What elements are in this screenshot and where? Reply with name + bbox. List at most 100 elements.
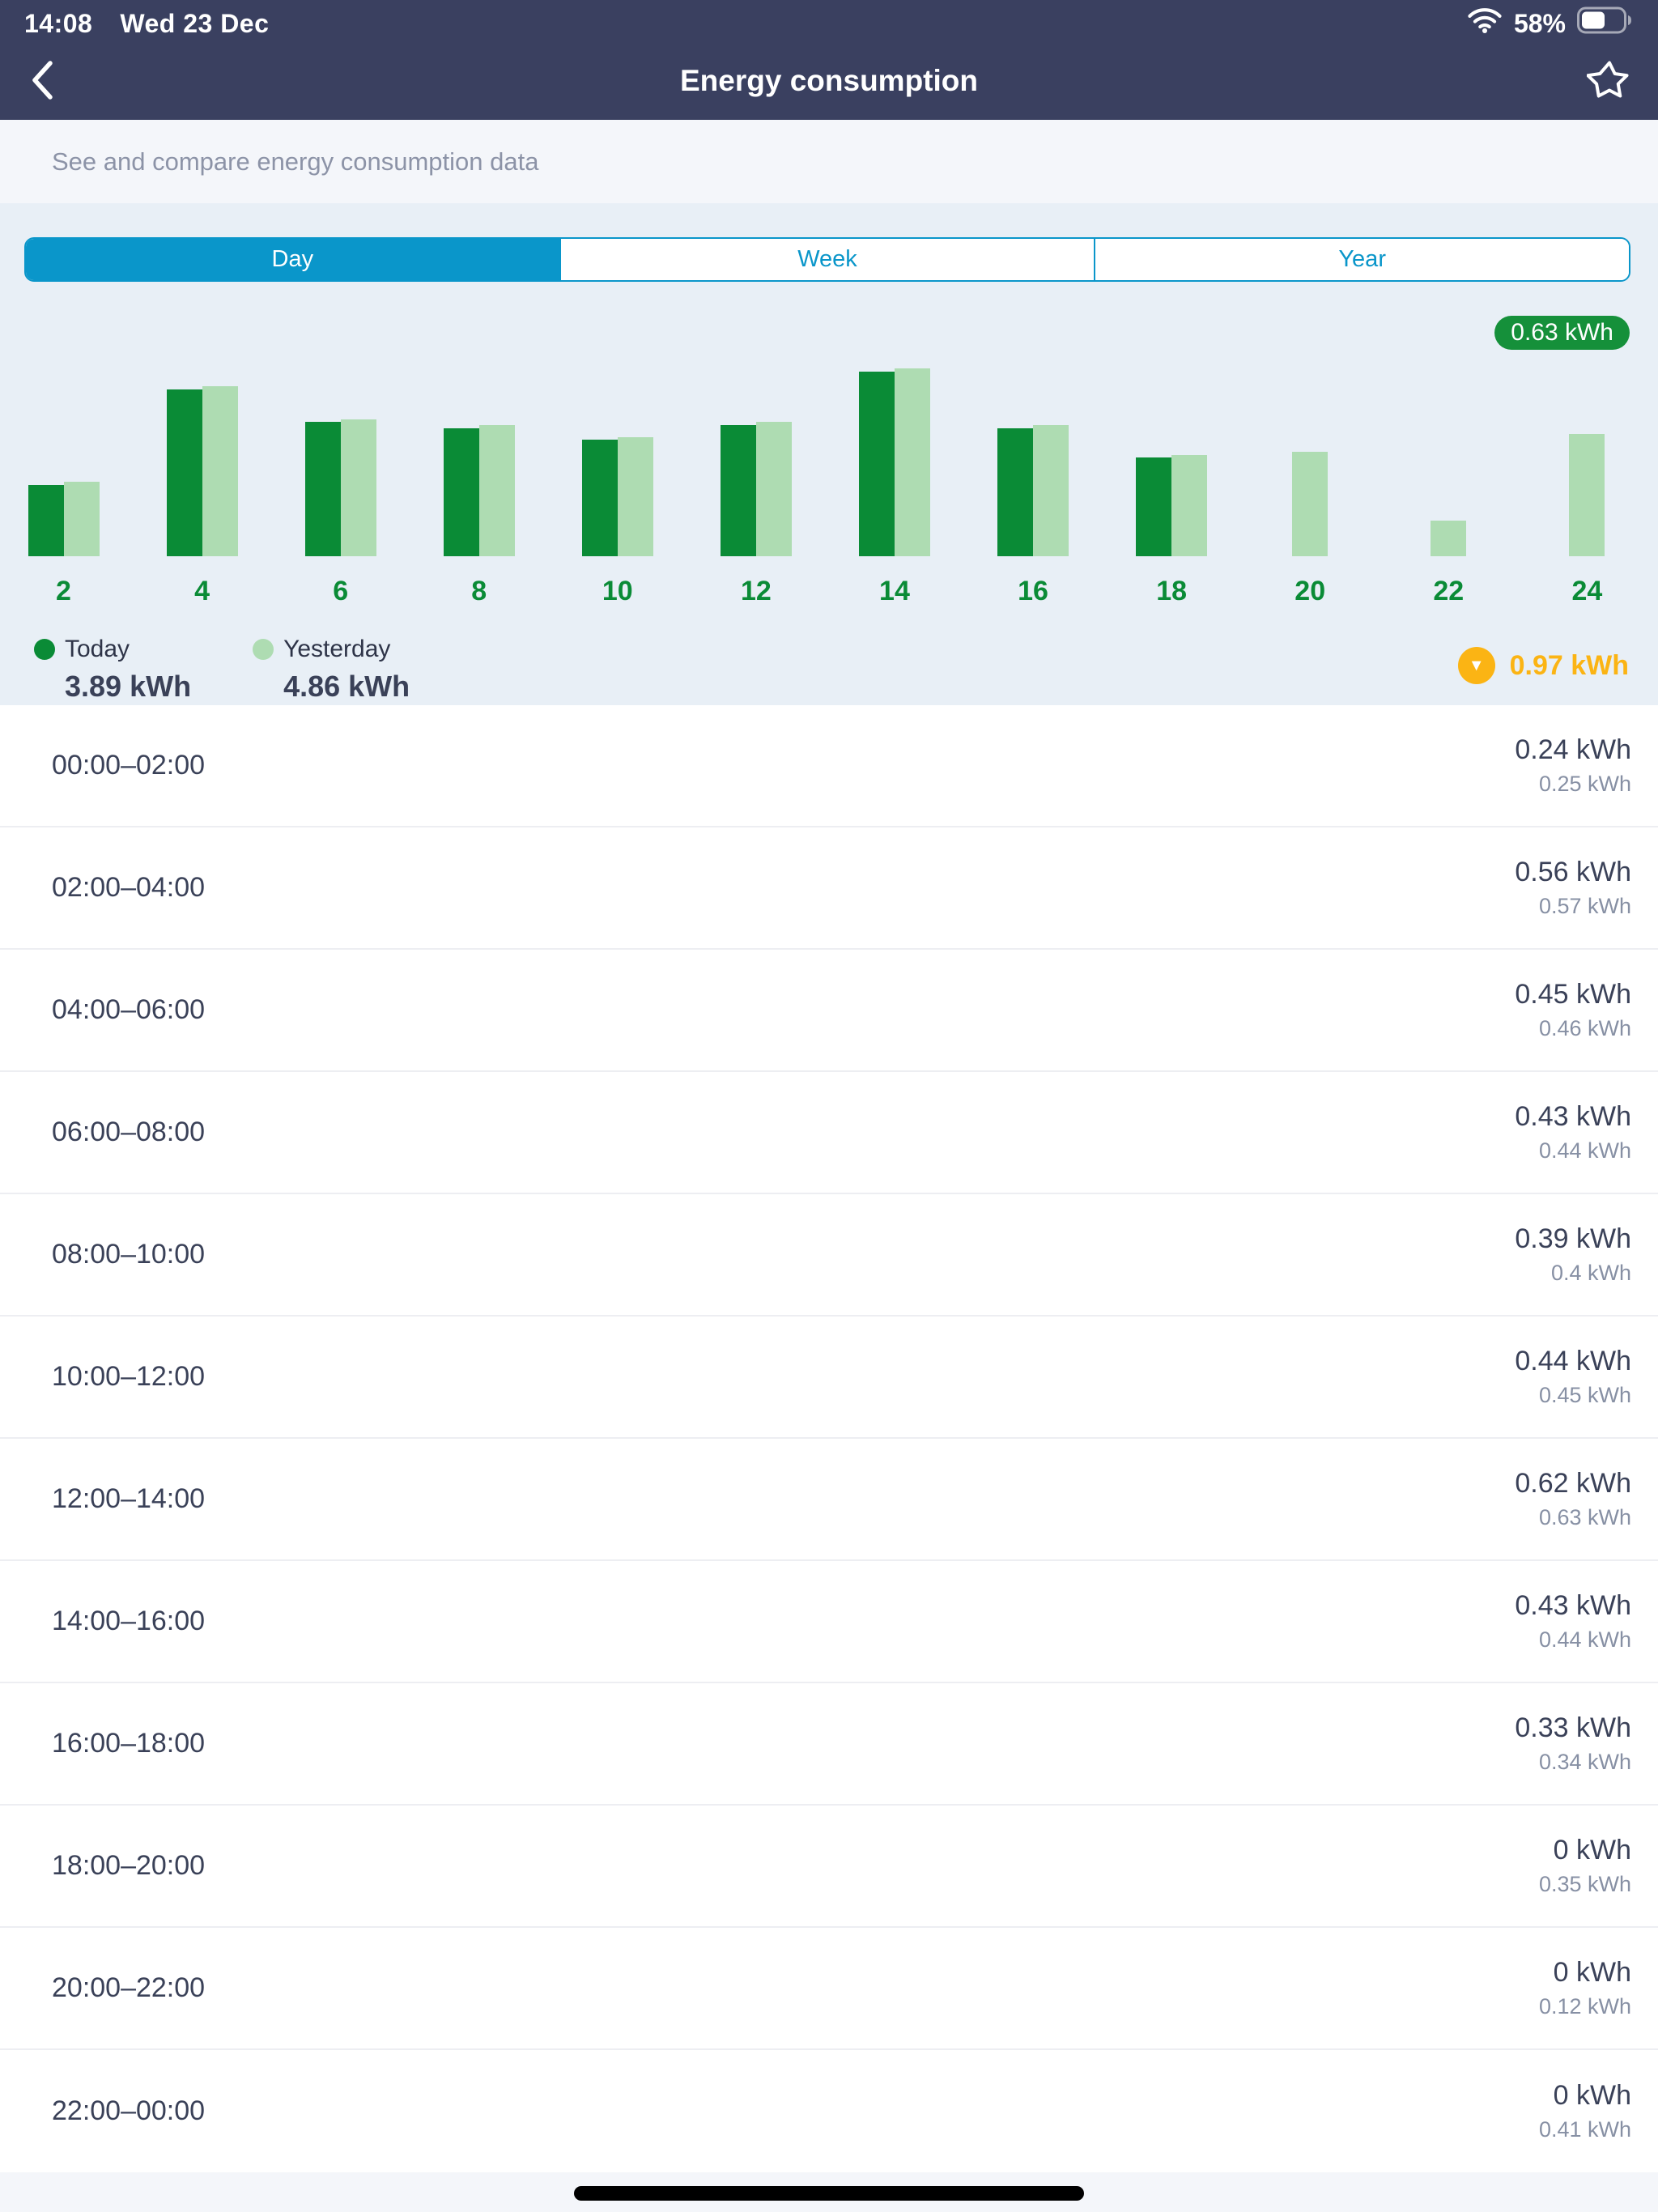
today-bar — [581, 440, 618, 556]
today-value: 0.43 kWh — [1515, 1101, 1631, 1132]
difference-indicator: ▼ 0.97 kWh — [1457, 647, 1629, 684]
today-value: 0.62 kWh — [1515, 1468, 1631, 1499]
consumption-list: 00:00–02:00 0.24 kWh 0.25 kWh 02:00–04:00 0.… — [0, 705, 1658, 2172]
time-range-label: 20:00–22:00 — [52, 1972, 206, 2003]
legend-label: Yesterday — [283, 636, 391, 662]
consumption-row: 14:00–16:00 0.43 kWh 0.44 kWh — [0, 1561, 1658, 1683]
today-bar — [1136, 457, 1172, 556]
row-values: 0.62 kWh 0.63 kWh — [1515, 1468, 1631, 1530]
bar-group-8[interactable]: 8 — [443, 368, 515, 607]
yesterday-value: 0.45 kWh — [1538, 1383, 1631, 1407]
x-axis-label: 12 — [740, 576, 772, 606]
tab-week[interactable]: Week — [559, 239, 1095, 280]
time-range-label: 00:00–02:00 — [52, 750, 206, 781]
x-axis-label: 4 — [194, 576, 210, 606]
legend-label: Today — [65, 636, 130, 662]
bar-pair — [1274, 368, 1346, 556]
x-axis-label: 16 — [1018, 576, 1048, 606]
bar-group-20[interactable]: 20 — [1274, 368, 1346, 607]
bar-group-2[interactable]: 2 — [28, 368, 100, 607]
tab-year[interactable]: Year — [1094, 239, 1629, 280]
time-range-label: 10:00–12:00 — [52, 1361, 206, 1392]
bar-pair — [581, 368, 653, 556]
row-values: 0.56 kWh 0.57 kWh — [1515, 857, 1631, 919]
yesterday-bar — [1431, 521, 1467, 556]
time-range-label: 04:00–06:00 — [52, 994, 206, 1025]
yesterday-bar — [1171, 455, 1208, 556]
row-values: 0.44 kWh 0.45 kWh — [1515, 1346, 1631, 1408]
today-total: 3.89 kWh — [65, 670, 192, 703]
today-value: 0.33 kWh — [1515, 1712, 1631, 1743]
consumption-row: 06:00–08:00 0.43 kWh 0.44 kWh — [0, 1072, 1658, 1194]
row-values: 0 kWh 0.41 kWh — [1539, 2080, 1631, 2142]
bar-group-18[interactable]: 18 — [1136, 368, 1208, 607]
max-value-badge: 0.63 kWh — [1494, 316, 1630, 350]
consumption-row: 04:00–06:00 0.45 kWh 0.46 kWh — [0, 950, 1658, 1072]
row-values: 0 kWh 0.35 kWh — [1539, 1835, 1631, 1897]
time-range-label: 22:00–00:00 — [52, 2095, 206, 2126]
yesterday-value: 0.44 kWh — [1538, 1627, 1631, 1652]
row-values: 0.24 kWh 0.25 kWh — [1515, 734, 1631, 797]
bar-group-6[interactable]: 6 — [304, 368, 376, 607]
consumption-row: 16:00–18:00 0.33 kWh 0.34 kWh — [0, 1683, 1658, 1806]
bar-group-24[interactable]: 24 — [1551, 368, 1623, 607]
favorite-button[interactable] — [1584, 55, 1635, 107]
status-date: Wed 23 Dec — [120, 8, 270, 38]
x-axis-label: 8 — [471, 576, 487, 606]
yesterday-bar — [617, 437, 653, 556]
consumption-row: 12:00–14:00 0.62 kWh 0.63 kWh — [0, 1439, 1658, 1561]
time-range-label: 18:00–20:00 — [52, 1850, 206, 1881]
yesterday-bar — [1033, 425, 1069, 556]
yesterday-total: 4.86 kWh — [283, 670, 410, 703]
yesterday-bar — [478, 425, 515, 556]
bar-pair — [443, 368, 515, 556]
chart-legend: Today 3.89 kWh Yesterday 4.86 kWh — [34, 636, 410, 704]
consumption-row: 20:00–22:00 0 kWh 0.12 kWh — [0, 1928, 1658, 2050]
bar-pair — [1136, 368, 1208, 556]
back-button[interactable] — [18, 53, 66, 108]
bar-group-10[interactable]: 10 — [581, 368, 653, 607]
yesterday-value: 0.41 kWh — [1538, 2117, 1631, 2142]
yesterday-bar — [1569, 434, 1605, 556]
yesterday-bar — [202, 386, 238, 556]
tab-day[interactable]: Day — [26, 239, 559, 280]
x-axis-label: 14 — [879, 576, 910, 606]
x-axis-label: 2 — [56, 576, 71, 606]
row-values: 0.45 kWh 0.46 kWh — [1515, 979, 1631, 1041]
bar-pair — [720, 368, 792, 556]
bar-group-16[interactable]: 16 — [997, 368, 1069, 607]
today-value: 0.45 kWh — [1515, 979, 1631, 1010]
bar-pair — [28, 368, 100, 556]
consumption-row: 22:00–00:00 0 kWh 0.41 kWh — [0, 2050, 1658, 2172]
home-indicator[interactable] — [574, 2186, 1084, 2201]
star-icon — [1586, 57, 1632, 105]
yesterday-bar — [340, 419, 376, 556]
today-value: 0 kWh — [1553, 2080, 1631, 2111]
x-axis-label: 20 — [1295, 576, 1326, 606]
bar-pair — [166, 368, 238, 556]
bar-group-22[interactable]: 22 — [1413, 368, 1485, 607]
bar-group-12[interactable]: 12 — [720, 368, 792, 607]
today-bar — [720, 425, 756, 556]
consumption-row: 00:00–02:00 0.24 kWh 0.25 kWh — [0, 705, 1658, 827]
yesterday-bar — [755, 422, 792, 556]
legend-item-yesterday: Yesterday 4.86 kWh — [253, 636, 410, 704]
today-bar — [304, 422, 341, 556]
bar-chart: 2 4 6 8 10 12 14 16 18 20 22 24 — [28, 368, 1623, 607]
page-subtitle: See and compare energy consumption data — [52, 147, 539, 176]
bar-group-14[interactable]: 14 — [858, 368, 930, 607]
wifi-icon — [1467, 6, 1503, 40]
today-bar — [858, 372, 895, 556]
yesterday-value: 0.57 kWh — [1538, 894, 1631, 918]
bar-pair — [1551, 368, 1623, 556]
row-values: 0.43 kWh 0.44 kWh — [1515, 1590, 1631, 1653]
yesterday-value: 0.34 kWh — [1538, 1750, 1631, 1774]
bar-group-4[interactable]: 4 — [166, 368, 238, 607]
bar-pair — [858, 368, 930, 556]
x-axis-label: 18 — [1156, 576, 1188, 606]
time-range-label: 12:00–14:00 — [52, 1483, 206, 1514]
x-axis-label: 22 — [1433, 576, 1465, 606]
legend-item-today: Today 3.89 kWh — [34, 636, 191, 704]
today-value: 0 kWh — [1553, 1957, 1631, 1988]
chevron-left-icon — [29, 58, 55, 104]
